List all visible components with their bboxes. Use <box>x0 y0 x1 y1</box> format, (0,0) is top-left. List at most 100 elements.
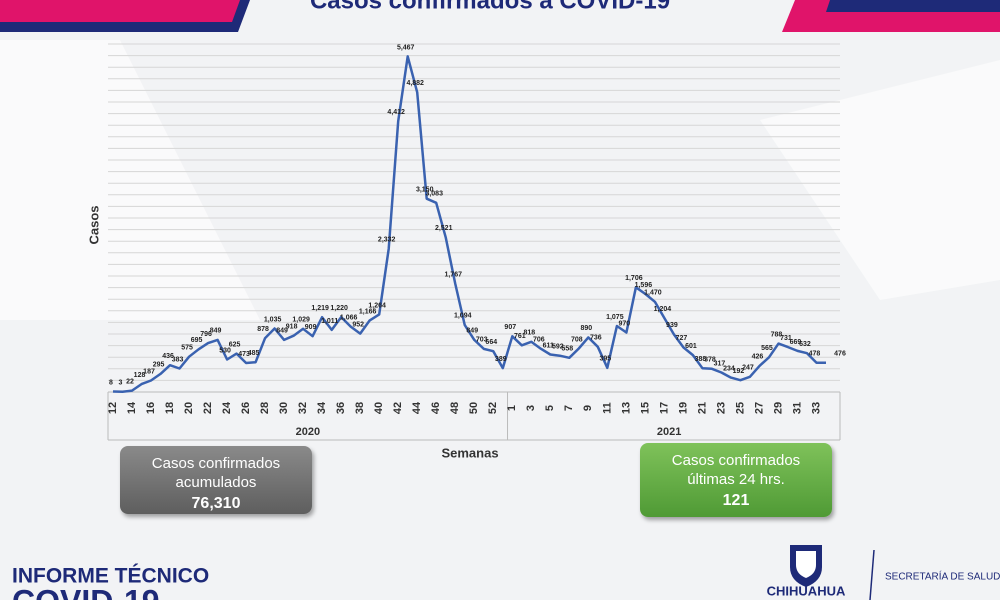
data-label: 530 <box>219 347 231 354</box>
data-label: 1,264 <box>368 302 386 309</box>
data-label: 761 <box>514 333 526 340</box>
data-label: 664 <box>485 339 497 346</box>
data-label: 565 <box>761 345 773 352</box>
state-name: CHIHUAHUA <box>767 583 846 598</box>
data-label: 1,219 <box>311 305 329 312</box>
data-label: 192 <box>733 368 745 375</box>
data-label: 849 <box>466 328 478 335</box>
x-tick-label: 48 <box>449 402 461 414</box>
data-label: 383 <box>172 356 184 363</box>
x-tick-label: 20 <box>183 402 195 414</box>
data-label: 849 <box>276 328 288 335</box>
x-tick-label: 11 <box>601 402 613 414</box>
data-label: 1,596 <box>635 282 653 289</box>
x-tick-label: 36 <box>335 402 347 414</box>
data-label: 485 <box>248 350 260 357</box>
group-label: 2021 <box>657 426 681 438</box>
x-tick-label: 15 <box>639 402 651 414</box>
data-label: 708 <box>571 336 583 343</box>
x-tick-label: 28 <box>259 402 271 414</box>
x-tick-label: 21 <box>696 402 708 414</box>
data-label: 8 <box>109 379 113 386</box>
data-label: 247 <box>742 365 754 372</box>
logo <box>790 545 822 587</box>
data-label: 1,029 <box>292 317 310 324</box>
data-label: 187 <box>143 368 155 375</box>
panel-value: 121 <box>722 492 750 509</box>
data-label: 436 <box>162 353 174 360</box>
data-label: 1,220 <box>330 305 348 312</box>
data-label: 970 <box>619 320 631 327</box>
data-label: 611 <box>543 342 554 349</box>
last24-panel: Casos confirmados últimas 24 hrs. 121 <box>640 443 832 517</box>
x-tick-label: 23 <box>715 402 727 414</box>
x-axis-label: Semanas <box>441 445 498 460</box>
x-tick-label: 3 <box>525 405 537 411</box>
data-label: 395 <box>600 356 612 363</box>
x-tick-label: 24 <box>221 401 233 414</box>
data-label: 727 <box>676 335 688 342</box>
data-label: 3,083 <box>425 191 443 198</box>
x-tick-label: 29 <box>772 402 784 414</box>
data-label: 918 <box>286 323 298 330</box>
x-tick-label: 44 <box>411 401 423 414</box>
series-line <box>112 55 827 394</box>
ministry: SECRETARÍA DE SALUD <box>885 570 1000 583</box>
data-label: 909 <box>305 324 317 331</box>
data-label: 426 <box>752 354 764 361</box>
data-label: 2,332 <box>378 237 396 244</box>
data-label: 128 <box>134 372 146 379</box>
data-label: 1,767 <box>444 271 462 278</box>
data-label: 907 <box>504 324 516 331</box>
x-tick-label: 46 <box>430 402 442 414</box>
cumulative-panel: Casos confirmados acumulados 76,310 <box>120 446 312 514</box>
chart-title: Casos confirmados a COVID-19 <box>310 0 670 14</box>
data-label: 890 <box>580 325 592 332</box>
data-label: 1,204 <box>654 306 672 313</box>
data-label: 632 <box>799 341 811 348</box>
data-label: 1,075 <box>606 314 624 321</box>
data-label: 2,521 <box>435 225 453 232</box>
x-tick-label: 22 <box>202 402 214 414</box>
data-label: 234 <box>723 365 735 372</box>
x-tick-label: 18 <box>164 402 176 414</box>
data-label: 1,470 <box>644 290 662 297</box>
data-label: 295 <box>153 362 165 369</box>
report-subject: COVID-19 <box>12 583 160 600</box>
report-title: INFORME TÉCNICO <box>12 565 209 588</box>
data-label: 388 <box>695 356 707 363</box>
x-tick-label: 42 <box>392 402 404 414</box>
x-tick-label: 7 <box>563 405 575 411</box>
data-label: 389 <box>495 356 507 363</box>
data-label: 731 <box>780 335 792 342</box>
x-tick-label: 30 <box>278 402 290 414</box>
data-label: 476 <box>834 351 846 358</box>
x-tick-label: 1 <box>506 405 518 411</box>
data-label: 706 <box>533 337 545 344</box>
x-tick-label: 16 <box>145 402 157 414</box>
data-label: 788 <box>771 331 783 338</box>
data-label: 669 <box>790 339 802 346</box>
panel-value: 76,310 <box>191 495 241 512</box>
x-tick-label: 31 <box>791 402 803 414</box>
data-label: 878 <box>257 326 269 333</box>
x-tick-label: 26 <box>240 402 252 414</box>
x-tick-label: 19 <box>677 402 689 414</box>
data-label: 952 <box>352 321 364 328</box>
x-tick-label: 17 <box>658 402 670 414</box>
data-label: 3,150 <box>416 186 434 193</box>
data-label: 4,882 <box>406 80 424 87</box>
data-label: 1,706 <box>625 275 643 282</box>
data-label: 1,011 <box>321 318 338 325</box>
x-tick-label: 14 <box>126 401 138 414</box>
x-tick-label: 5 <box>544 405 556 411</box>
x-tick-label: 13 <box>620 402 632 414</box>
data-label: 22 <box>126 378 134 385</box>
x-tick-label: 52 <box>487 402 499 414</box>
data-label: 601 <box>685 343 697 350</box>
data-label: 3 <box>119 380 123 387</box>
data-label: 703 <box>476 337 488 344</box>
